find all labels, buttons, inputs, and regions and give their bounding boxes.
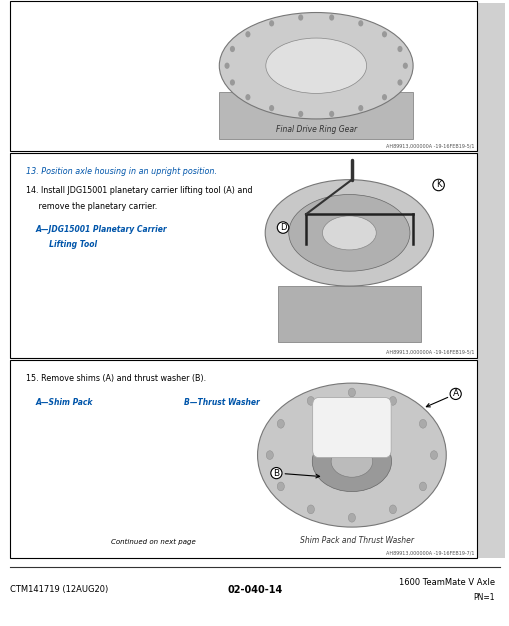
Ellipse shape: [330, 446, 372, 477]
Text: AH89913,000000A -19-16FEB19-7/1: AH89913,000000A -19-16FEB19-7/1: [385, 550, 473, 555]
Text: 13. Position axle housing in an upright position.: 13. Position axle housing in an upright …: [25, 167, 216, 176]
Circle shape: [328, 111, 333, 117]
Ellipse shape: [288, 195, 409, 271]
Circle shape: [266, 451, 273, 459]
Circle shape: [230, 80, 235, 86]
Circle shape: [230, 46, 235, 52]
Bar: [10, 360, 476, 558]
FancyBboxPatch shape: [312, 398, 390, 458]
Text: B: B: [273, 469, 319, 478]
Circle shape: [348, 513, 355, 522]
Circle shape: [224, 63, 229, 69]
Circle shape: [348, 388, 355, 397]
Text: remove the planetary carrier.: remove the planetary carrier.: [25, 202, 156, 211]
Circle shape: [381, 94, 386, 100]
Circle shape: [397, 46, 402, 52]
Text: Final Drive Ring Gear: Final Drive Ring Gear: [275, 125, 356, 134]
Ellipse shape: [265, 38, 366, 93]
Circle shape: [388, 505, 395, 514]
Bar: [277, 286, 420, 342]
Circle shape: [388, 396, 395, 405]
Ellipse shape: [219, 13, 412, 119]
Ellipse shape: [322, 216, 376, 250]
Circle shape: [307, 396, 314, 405]
Circle shape: [328, 14, 333, 21]
Circle shape: [245, 94, 250, 100]
Text: K: K: [435, 180, 440, 190]
Text: B—Thrust Washer: B—Thrust Washer: [183, 398, 259, 406]
Text: CTM141719 (12AUG20): CTM141719 (12AUG20): [10, 585, 108, 594]
Ellipse shape: [265, 180, 433, 286]
Circle shape: [357, 20, 362, 26]
Text: 02-040-14: 02-040-14: [227, 585, 282, 595]
Text: 1600 TeamMate V Axle: 1600 TeamMate V Axle: [398, 578, 494, 587]
Circle shape: [381, 31, 386, 38]
Circle shape: [298, 14, 303, 21]
Text: 15. Remove shims (A) and thrust washer (B).: 15. Remove shims (A) and thrust washer (…: [25, 374, 205, 382]
Text: AH89913,000000A -19-16FEB19-5/1: AH89913,000000A -19-16FEB19-5/1: [385, 350, 473, 355]
Circle shape: [430, 451, 437, 459]
Circle shape: [307, 505, 314, 514]
Text: AH89913,000000A -19-16FEB19-5/1: AH89913,000000A -19-16FEB19-5/1: [385, 143, 473, 148]
Ellipse shape: [312, 431, 391, 491]
Text: Shim Pack and Thrust Washer: Shim Pack and Thrust Washer: [299, 536, 413, 545]
Text: 14. Install JDG15001 planetary carrier lifting tool (A) and: 14. Install JDG15001 planetary carrier l…: [25, 186, 251, 195]
Circle shape: [277, 419, 284, 428]
Text: A: A: [426, 389, 458, 407]
Circle shape: [269, 105, 274, 111]
Text: Lifting Tool: Lifting Tool: [36, 240, 97, 249]
Text: D: D: [279, 223, 286, 232]
Circle shape: [245, 31, 250, 38]
Text: A—JDG15001 Planetary Carrier: A—JDG15001 Planetary Carrier: [36, 225, 167, 234]
Bar: [10, 1, 476, 151]
Circle shape: [418, 419, 426, 428]
Circle shape: [402, 63, 407, 69]
Circle shape: [277, 482, 284, 491]
Circle shape: [397, 80, 402, 86]
Circle shape: [418, 482, 426, 491]
Text: Continued on next page: Continued on next page: [110, 538, 195, 545]
Ellipse shape: [257, 383, 445, 527]
Bar: [10, 153, 476, 358]
Bar: [476, 3, 504, 558]
Circle shape: [357, 105, 362, 111]
Circle shape: [269, 20, 274, 26]
Text: A—Shim Pack: A—Shim Pack: [36, 398, 93, 406]
Bar: [219, 92, 412, 139]
Text: PN=1: PN=1: [472, 593, 494, 602]
Circle shape: [298, 111, 303, 117]
